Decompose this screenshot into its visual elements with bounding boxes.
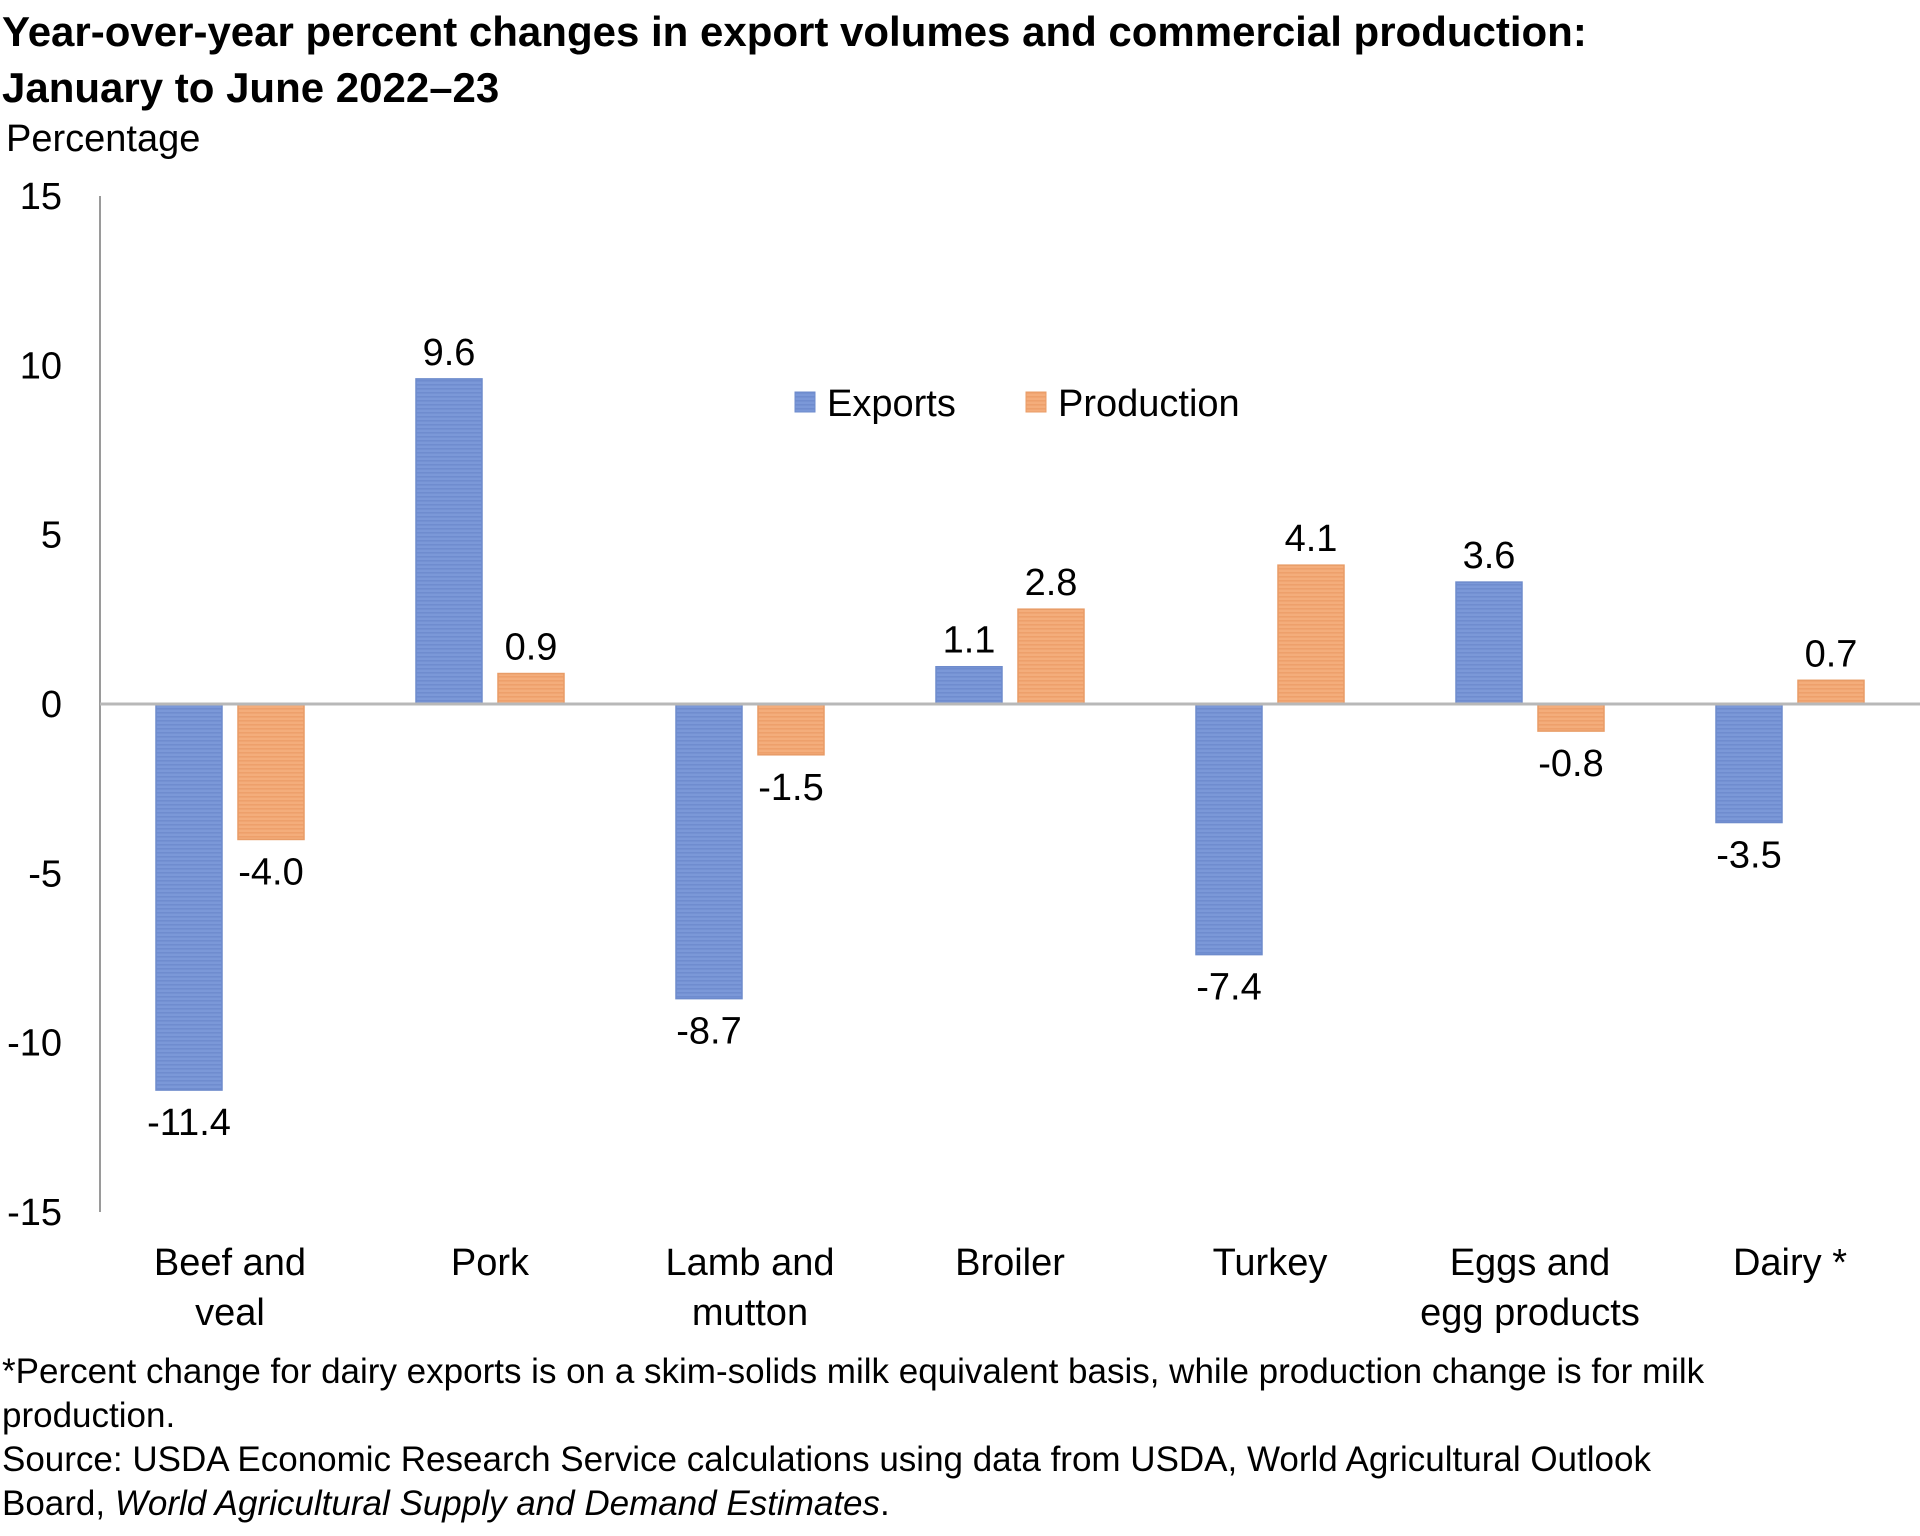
bar-production <box>757 703 825 756</box>
bar-production <box>237 703 305 841</box>
y-tick-label: -10 <box>7 1023 62 1065</box>
x-category-label: Dairy * <box>1733 1242 1847 1284</box>
data-label-exports: -3.5 <box>1716 835 1781 877</box>
x-category-label: Turkey <box>1213 1242 1328 1284</box>
x-axis-labels: Beef and veal Pork Lamb and mutton Broiler Tur… <box>154 1242 1847 1334</box>
y-tick-label: -15 <box>7 1192 62 1234</box>
bar-exports <box>1195 703 1263 956</box>
bar-exports <box>1715 703 1783 824</box>
bars <box>155 378 1865 1091</box>
bar-exports <box>155 703 223 1091</box>
data-label-production: -4.0 <box>238 851 303 893</box>
data-label-production: -0.8 <box>1538 743 1603 785</box>
bar-exports <box>935 665 1003 705</box>
footnote: *Percent change for dairy exports is on … <box>2 1350 1912 1438</box>
source-line-2-italic: World Agricultural Supply and Demand Est… <box>114 1484 881 1523</box>
y-axis-ticks: 15 10 5 0 -5 -10 -15 <box>7 176 62 1234</box>
x-category-label: Eggs and <box>1450 1242 1611 1284</box>
y-tick-label: 5 <box>41 515 62 557</box>
source-line-2-prefix: Board, <box>2 1484 115 1523</box>
legend: Exports Production <box>794 383 1240 425</box>
legend-swatch-exports <box>794 391 816 413</box>
bar-production <box>1797 679 1865 705</box>
data-label-production: -1.5 <box>758 767 823 809</box>
source-note: Source: USDA Economic Research Service c… <box>2 1438 1912 1526</box>
data-label-production: 0.9 <box>505 627 558 669</box>
data-label-exports: -11.4 <box>147 1102 231 1144</box>
y-tick-label: 0 <box>41 684 62 726</box>
bar-production <box>1277 564 1345 705</box>
data-label-exports: 1.1 <box>943 620 996 662</box>
bar-exports <box>675 703 743 1000</box>
data-labels: -11.4 9.6 -8.7 1.1 -7.4 3.6 -3.5 -4.0 0.9 -1.5 2.8… <box>147 332 1857 1144</box>
chart-title: Year-over-year percent changes in export… <box>2 4 1902 116</box>
bar-exports <box>415 378 483 705</box>
legend-swatch-production <box>1025 391 1047 413</box>
y-tick-label: -5 <box>28 853 62 895</box>
chart-title-line-1: Year-over-year percent changes in export… <box>2 8 1587 55</box>
x-category-label: Lamb and <box>665 1242 834 1284</box>
x-category-label: Broiler <box>955 1242 1065 1284</box>
x-category-label: Pork <box>451 1242 530 1284</box>
x-category-label: veal <box>195 1292 265 1334</box>
x-category-label: egg products <box>1420 1292 1640 1334</box>
bar-production <box>1017 608 1085 705</box>
data-label-production: 2.8 <box>1025 562 1078 604</box>
chart-notes: *Percent change for dairy exports is on … <box>2 1350 1912 1526</box>
data-label-exports: 9.6 <box>423 332 476 374</box>
legend-label-exports: Exports <box>827 383 956 425</box>
data-label-exports: -8.7 <box>676 1011 741 1053</box>
footnote-line-1: *Percent change for dairy exports is on … <box>2 1352 1705 1391</box>
source-line-2-suffix: . <box>880 1484 890 1523</box>
chart-title-line-2: January to June 2022–23 <box>2 64 500 111</box>
y-axis-label: Percentage <box>6 118 200 160</box>
y-tick-label: 15 <box>20 176 62 218</box>
x-category-label: mutton <box>692 1292 808 1334</box>
data-label-production: 0.7 <box>1805 633 1858 675</box>
y-tick-label: 10 <box>20 345 62 387</box>
bar-chart: Percentage 15 10 5 0 -5 -10 -15 -11.4 9.6 -8.7 1.… <box>6 118 1920 1334</box>
source-line-1: Source: USDA Economic Research Service c… <box>2 1440 1651 1479</box>
footnote-line-2: production. <box>2 1396 176 1435</box>
legend-label-production: Production <box>1058 383 1240 425</box>
bar-exports <box>1455 581 1523 705</box>
bar-production <box>1537 703 1605 732</box>
data-label-production: 4.1 <box>1285 518 1338 560</box>
data-label-exports: -7.4 <box>1196 967 1261 1009</box>
x-category-label: Beef and <box>154 1242 306 1284</box>
data-label-exports: 3.6 <box>1463 535 1516 577</box>
bar-production <box>497 672 565 705</box>
